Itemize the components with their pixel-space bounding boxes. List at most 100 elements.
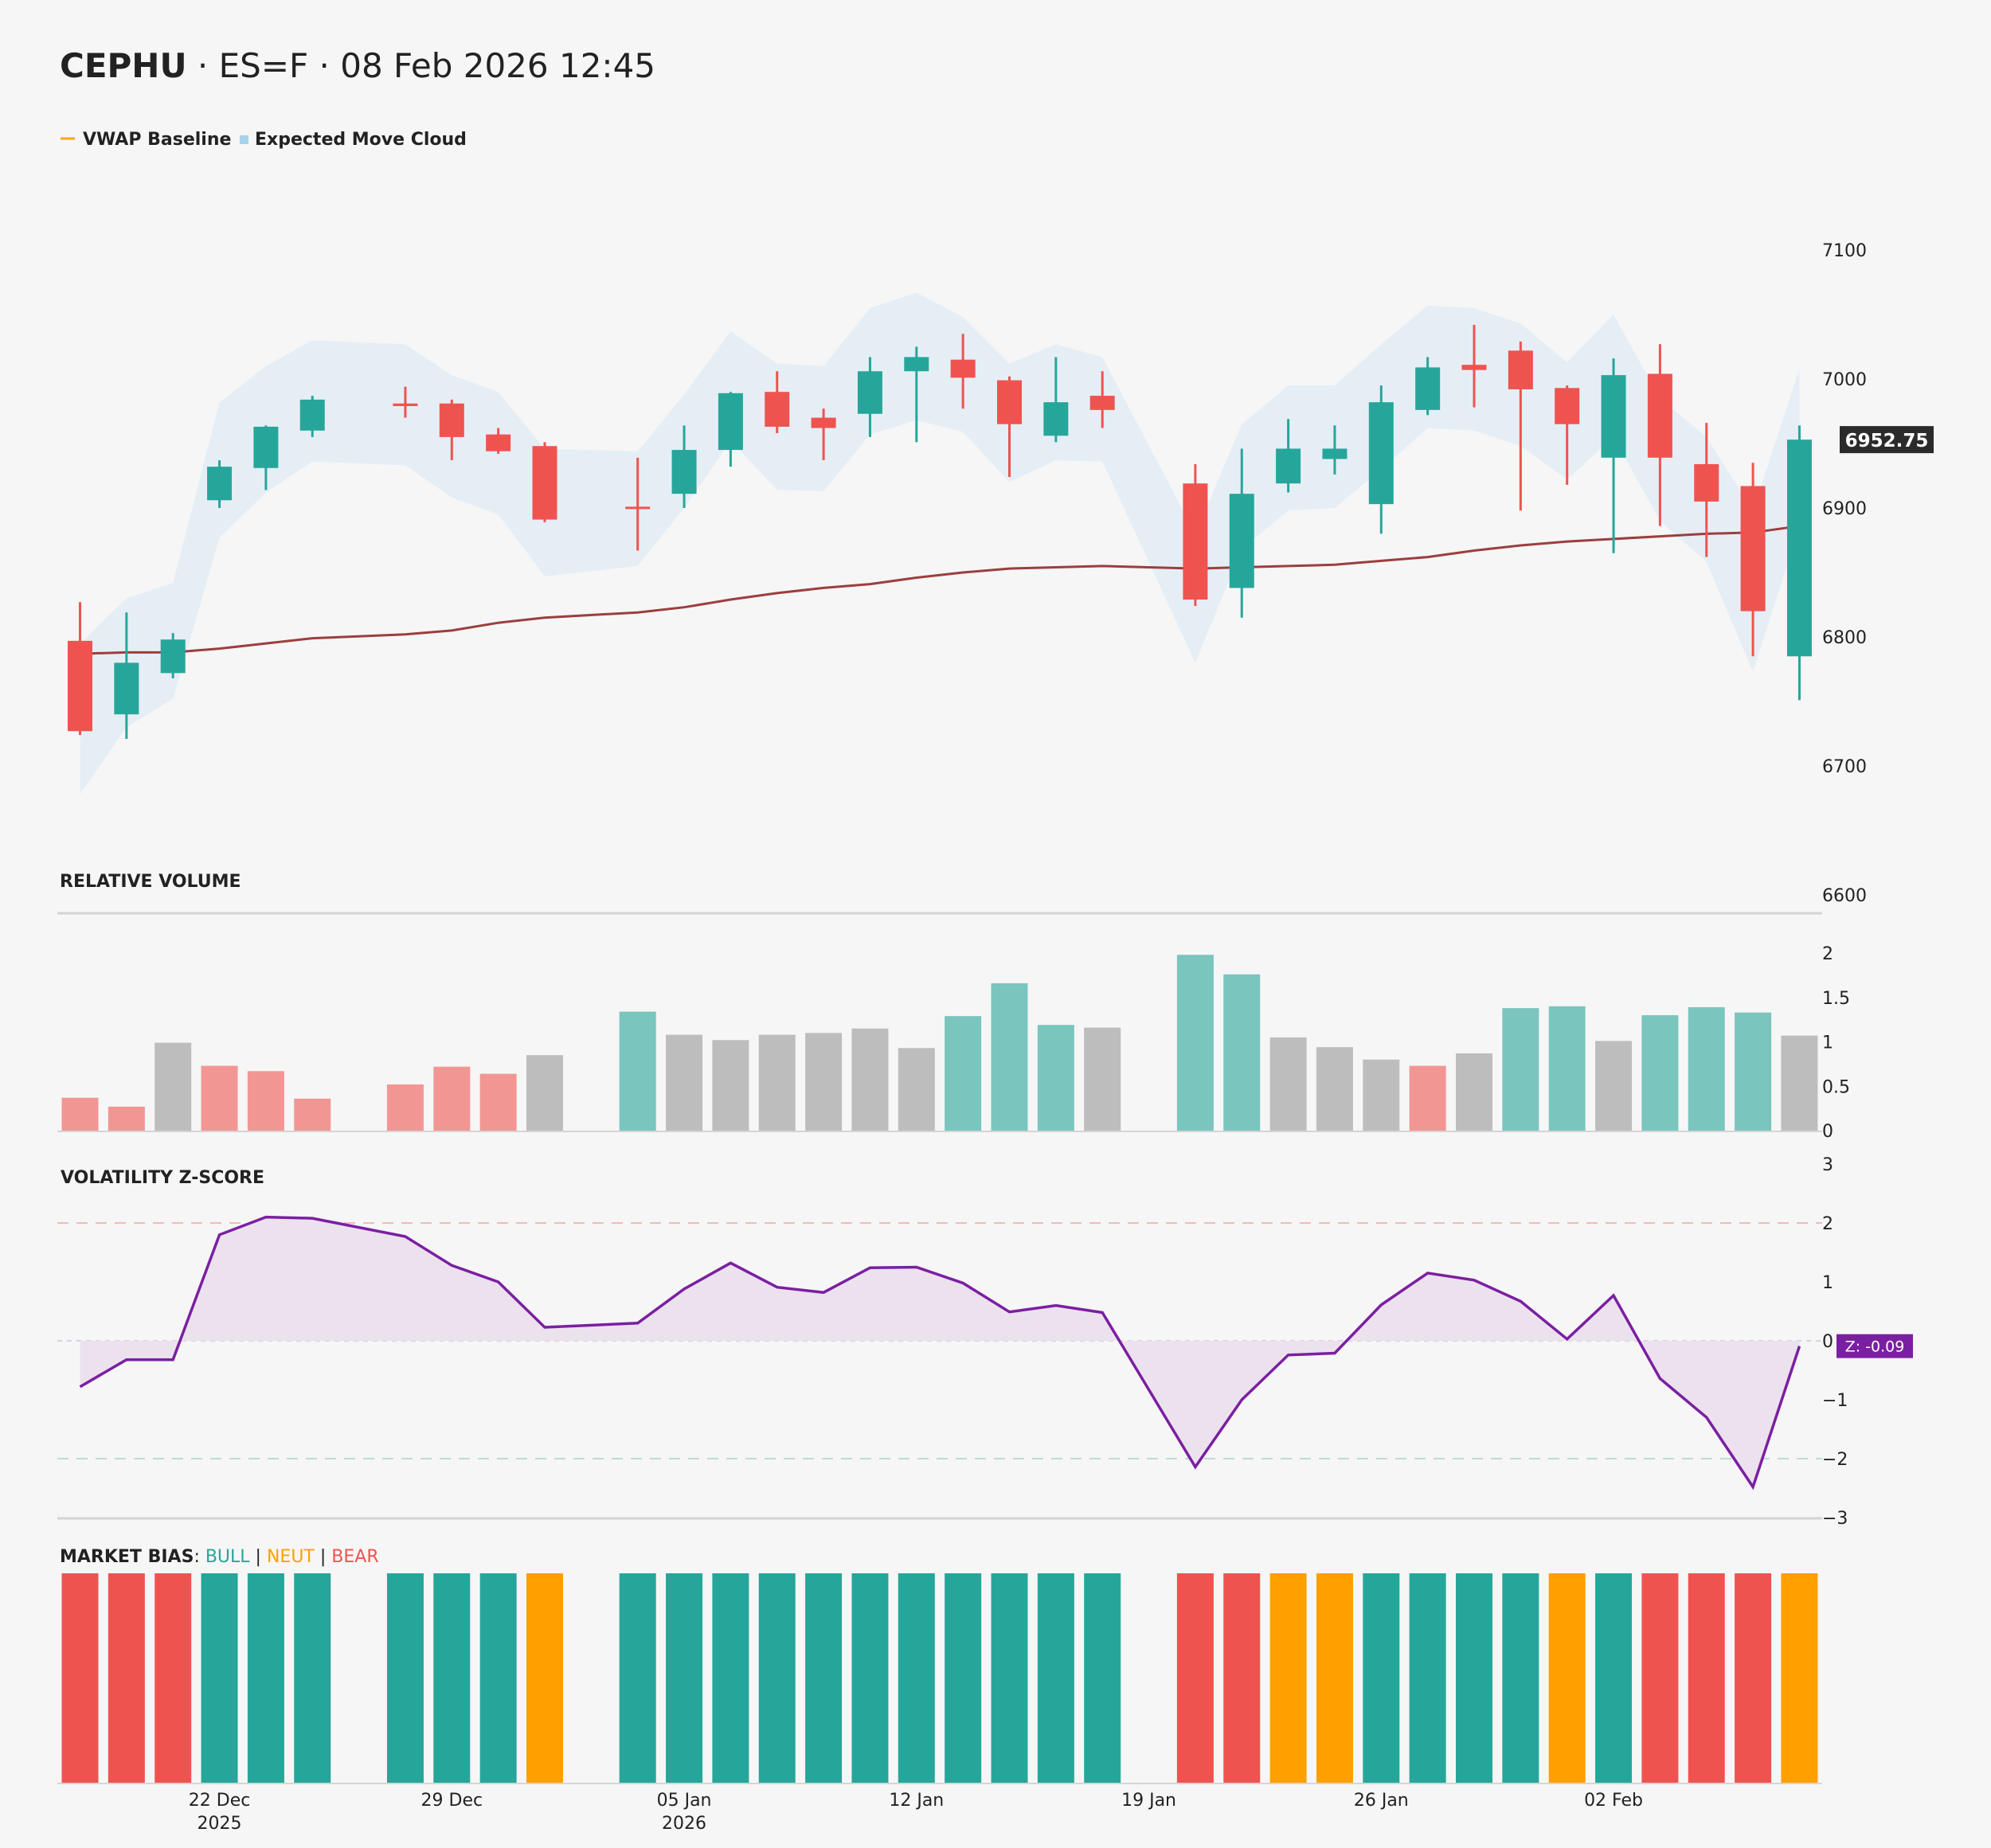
volume-tick-label: 0.5 [1822,1077,1850,1097]
price-tick-label: 6600 [1822,886,1867,906]
bias-bar [433,1573,471,1783]
x-tick-label: 26 Jan [1354,1791,1409,1811]
candle [1647,344,1672,526]
volume-tick-label: 2 [1822,944,1833,964]
candle [1276,419,1301,493]
header-sep-1: · [187,46,219,85]
volume-bar [433,1066,471,1131]
candle [114,612,139,739]
candle-body [393,403,418,407]
candle [1229,448,1254,618]
candle [857,357,882,437]
bias-bar [1595,1573,1633,1783]
candle-body [904,357,929,372]
bias-bar [619,1573,656,1783]
volume-bar [386,1084,424,1131]
volume-bar [1641,1015,1679,1131]
candle [1183,463,1208,607]
volume-tick-label: 1 [1822,1033,1833,1053]
volume-bar [758,1034,796,1131]
volume-bar [1084,1027,1121,1131]
x-tick-label: 05 Jan [657,1791,712,1811]
candle [1368,385,1394,534]
zscore-tick-label: −3 [1822,1509,1848,1529]
candle [950,334,976,409]
bias-bar [155,1573,192,1783]
bias-title-text: MARKET BIAS [60,1547,194,1567]
candle-body [114,662,139,715]
x-tick-label: 12 Jan [889,1791,944,1811]
header-symbol: CEPHU [60,46,187,85]
candle [439,399,464,461]
candle-body [765,392,790,427]
volume-bar [991,983,1028,1131]
candle [718,392,743,467]
x-tick-label: 22 Dec [189,1791,251,1811]
candle [1786,425,1812,701]
candle [160,633,186,678]
volume-panel-title: RELATIVE VOLUME [60,872,241,892]
price-tick-label: 7000 [1822,370,1867,390]
zscore-panel: VOLATILITY Z-SCORE −3 −2 −1 0 1 2 3 Z: -0.09 [57,1155,1913,1529]
volume-bar [294,1098,331,1131]
bias-legend-bear: BEAR [331,1547,378,1567]
volume-bar [1502,1008,1539,1131]
candle-body [625,506,651,510]
volume-bar [247,1071,284,1131]
bias-bar [1781,1573,1818,1783]
candle-body [1183,483,1208,600]
x-tick-sublabel: 2026 [662,1814,706,1834]
volume-bar [1269,1037,1307,1131]
candle [1740,463,1766,657]
volume-bar [1176,955,1214,1131]
bias-bar [294,1573,331,1783]
zscore-area [80,1217,1800,1487]
candle-body [1461,365,1487,370]
volume-bar [666,1034,703,1131]
bias-bar [991,1573,1028,1783]
volume-bar [851,1028,889,1131]
volume-bar [526,1055,563,1131]
candle-body [68,640,92,732]
price-tick-label: 6700 [1822,757,1867,777]
candle [393,386,418,418]
header-sep-2: · [308,46,340,85]
candle [1694,423,1719,557]
candle-body [1647,373,1672,458]
bias-bar [61,1573,99,1783]
volume-bar [61,1097,99,1131]
bias-bar [1316,1573,1353,1783]
candle [1043,357,1069,443]
candle [1508,342,1533,511]
price-tick-label: 6800 [1822,628,1867,648]
bias-bar [479,1573,517,1783]
chart-legend: VWAP Baseline Expected Move Cloud [61,130,467,150]
bias-panel: MARKET BIAS: BULL | NEUT | BEAR [57,1547,1822,1784]
x-tick-label: 19 Jan [1121,1791,1176,1811]
candle [1461,324,1487,408]
zscore-tag-bg [1836,1334,1913,1358]
bias-legend-bull: BULL [205,1547,250,1567]
volume-bar [945,1016,982,1131]
candle-body [1229,494,1254,588]
legend-cloud-marker [240,135,248,144]
candle [1089,371,1115,428]
bias-bar [1269,1573,1307,1783]
candle [1601,358,1626,553]
price-tick-label: 7100 [1822,241,1867,261]
volume-tick-label: 1.5 [1822,989,1850,1009]
bias-bar [1409,1573,1446,1783]
candle-body [1322,448,1348,459]
bias-bar [526,1573,563,1783]
bias-bar [712,1573,749,1783]
bias-bar [666,1573,703,1783]
candle-body [486,434,511,451]
volume-bar [712,1040,749,1131]
candle-body [811,417,836,428]
volume-bar [1735,1012,1772,1131]
bias-bar [1084,1573,1121,1783]
bias-bar [201,1573,238,1783]
candle-body [1786,440,1812,657]
bias-bar [1548,1573,1586,1783]
